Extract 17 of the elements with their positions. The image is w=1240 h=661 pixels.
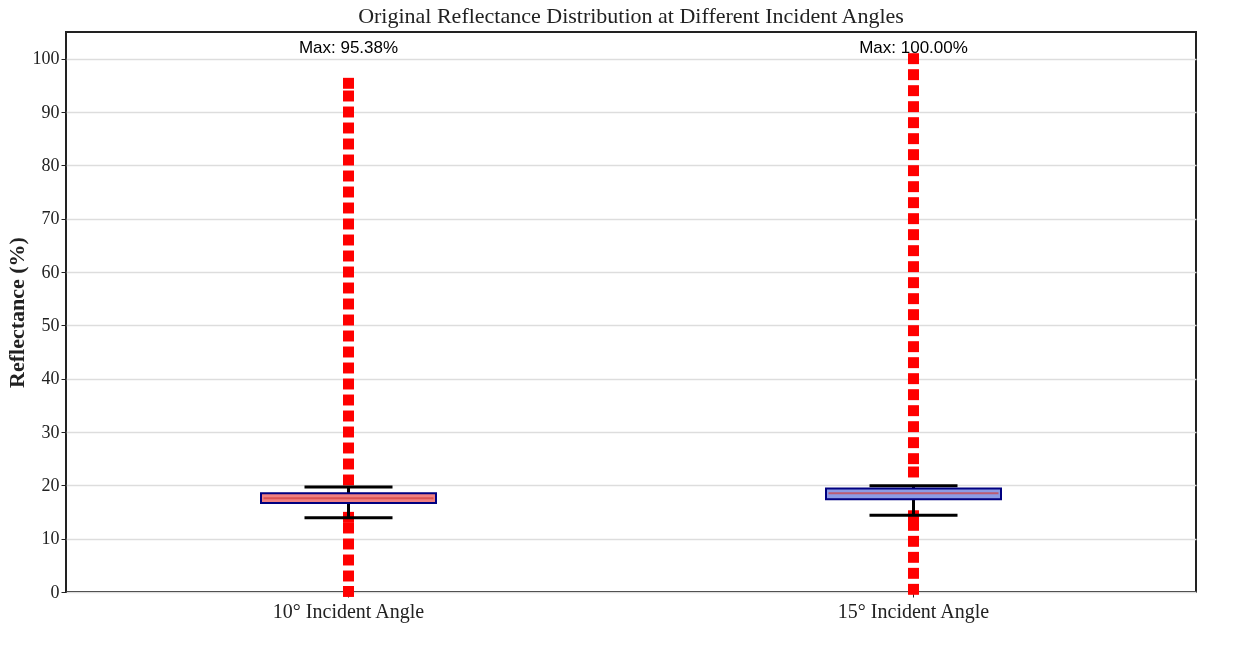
y-tick-label: 80: [41, 154, 60, 175]
y-tick-label: 60: [41, 261, 60, 282]
y-tick-label: 30: [41, 421, 60, 442]
y-axis-title: Reflectance (%): [3, 237, 29, 388]
annotation: Max: 95.38%: [298, 38, 399, 57]
x-tick-label: 10° Incident Angle: [272, 599, 425, 623]
y-tick-label: 100: [32, 48, 60, 69]
y-tick-label: 50: [41, 314, 60, 335]
x-tick-label: 15° Incident Angle: [837, 599, 990, 623]
y-tick-label: 40: [41, 368, 60, 389]
y-tick-label: 90: [41, 101, 60, 122]
chart-title: Original Reflectance Distribution at Different Incident Angles: [358, 3, 904, 28]
y-tick-label: 20: [41, 474, 60, 495]
y-tick-label: 70: [41, 208, 60, 229]
annotation: Max: 100.00%: [859, 38, 968, 57]
y-tick-label: 10: [41, 528, 60, 549]
y-tick-label: 0: [50, 581, 60, 602]
